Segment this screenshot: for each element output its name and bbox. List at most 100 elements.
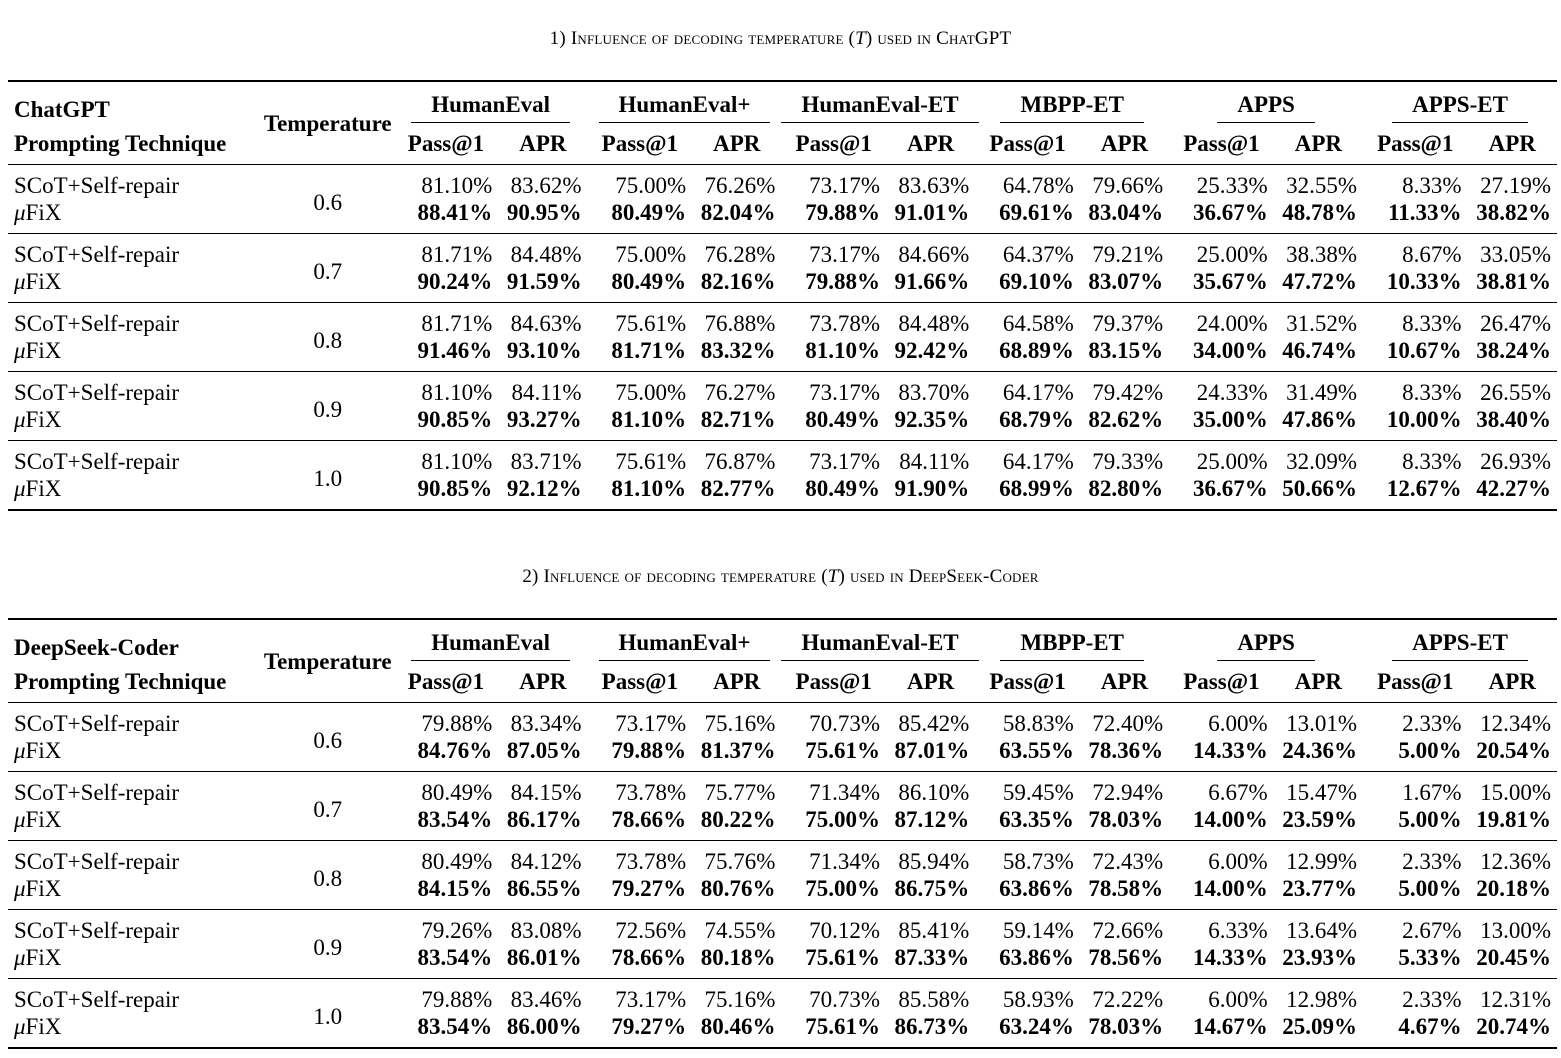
method-score-cell: 75.00% [805,876,880,901]
temperature-value: 0.6 [313,728,343,753]
baseline-score-cell: 79.42% [1092,380,1164,405]
temperature-value: 0.9 [313,397,343,422]
method-score-cell: 82.71% [700,407,776,432]
method-name-suffix: FiX [25,945,62,970]
caption-text-post: ) used in DeepSeek-Coder [838,566,1039,587]
table-row-method: μFiX 84.15% 86.55% 79.27% 80.76% 75.00% 86.75%… [8,875,1557,910]
temperature-header: Temperature [263,648,392,674]
method-score-cell: 25.09% [1282,1014,1358,1039]
table-row-baseline: SCoT+Self-repair 0.6 81.10% 83.62% 75.00% 76.… [8,164,1557,215]
benchmark-header: MBPP-ET [975,81,1169,123]
baseline-score-cell: 84.15% [510,780,582,805]
method-score-cell: 20.18% [1476,876,1551,901]
table-row-baseline: SCoT+Self-repair 1.0 81.10% 83.71% 75.61% 76.… [8,440,1557,491]
method-score-cell: 90.85% [417,407,493,432]
method-score-cell: 80.49% [805,476,880,501]
method-score-cell: 80.22% [700,807,776,832]
method-score-cell: 69.10% [999,269,1074,294]
baseline-score-cell: 32.09% [1286,449,1358,474]
metric-header-pass1: Pass@1 [407,131,485,156]
baseline-score-cell: 59.45% [1002,780,1074,805]
method-score-cell: 78.03% [1088,807,1164,832]
metric-header-pass1: Pass@1 [601,669,679,694]
method-score-cell: 42.27% [1476,476,1551,501]
results-table-deepseek: DeepSeek-Coder Temperature HumanEval HumanE… [8,618,1557,1049]
method-score-cell: 82.04% [700,200,776,225]
baseline-score-cell: 83.08% [510,918,582,943]
method-score-cell: 87.12% [894,807,970,832]
metric-header-pass1: Pass@1 [1377,669,1454,694]
method-score-cell: 79.27% [611,876,687,901]
caption-text-pre: Influence of decoding temperature ( [543,566,828,587]
table-row-method: μFiX 84.76% 87.05% 79.88% 81.37% 75.61% 87.01%… [8,737,1557,772]
benchmark-name: APPS [1217,629,1315,661]
baseline-score-cell: 83.63% [898,173,970,198]
method-score-cell: 48.78% [1282,200,1358,225]
baseline-score-cell: 76.27% [704,380,776,405]
method-score-cell: 83.04% [1088,200,1164,225]
benchmark-name: HumanEval-ET [781,91,979,123]
baseline-score-cell: 24.33% [1196,380,1268,405]
method-mu-symbol: μ [14,476,26,501]
method-score-cell: 68.79% [999,407,1074,432]
header-row-metrics: Prompting Technique Pass@1 APR Pass@1 APR Pas… [8,123,1557,165]
method-score-cell: 81.37% [700,738,776,763]
baseline-score-cell: 6.67% [1208,780,1268,805]
baseline-score-cell: 84.66% [898,242,970,267]
method-score-cell: 34.00% [1192,338,1268,363]
metric-header-apr: APR [1488,669,1536,694]
method-mu-symbol: μ [14,876,26,901]
table-row-baseline: SCoT+Self-repair 0.8 81.71% 84.63% 75.61% 76.… [8,302,1557,353]
baseline-score-cell: 12.31% [1480,987,1551,1012]
baseline-score-cell: 79.88% [421,711,493,736]
benchmark-name: APPS-ET [1392,91,1528,123]
technique-header: Prompting Technique [14,131,227,156]
method-score-cell: 92.42% [894,338,970,363]
method-score-cell: 81.10% [611,476,687,501]
method-score-cell: 14.00% [1192,807,1268,832]
method-score-cell: 83.32% [700,338,776,363]
baseline-score-cell: 2.33% [1402,711,1462,736]
caption-text-pre: Influence of decoding temperature ( [570,28,856,49]
method-mu-symbol: μ [14,338,26,363]
baseline-score-cell: 64.58% [1002,311,1074,336]
benchmark-name: MBPP-ET [1000,91,1144,123]
benchmark-name: MBPP-ET [1000,629,1144,661]
method-score-cell: 87.33% [894,945,970,970]
metric-header-apr: APR [519,131,567,156]
method-score-cell: 38.40% [1476,407,1551,432]
benchmark-header: HumanEval+ [588,81,782,123]
baseline-score-cell: 58.73% [1002,849,1074,874]
baseline-technique-name: SCoT+Self-repair [14,173,179,198]
metric-header-apr: APR [1294,669,1342,694]
baseline-score-cell: 84.11% [899,449,970,474]
baseline-score-cell: 74.55% [704,918,776,943]
baseline-score-cell: 84.11% [511,380,582,405]
baseline-score-cell: 26.55% [1480,380,1551,405]
method-score-cell: 19.81% [1476,807,1551,832]
header-row-benchmarks: ChatGPT Temperature HumanEval HumanEval+ Hum… [8,81,1557,136]
caption-number: 1) [549,28,566,49]
method-score-cell: 92.35% [894,407,970,432]
baseline-score-cell: 81.10% [421,380,493,405]
method-score-cell: 10.33% [1386,269,1462,294]
method-score-cell: 75.61% [805,1014,880,1039]
method-score-cell: 86.01% [506,945,582,970]
method-score-cell: 87.05% [506,738,582,763]
baseline-score-cell: 76.28% [704,242,776,267]
baseline-score-cell: 33.05% [1480,242,1551,267]
baseline-score-cell: 75.76% [704,849,776,874]
baseline-score-cell: 8.67% [1402,242,1462,267]
method-name-suffix: FiX [25,338,62,363]
baseline-score-cell: 13.00% [1480,918,1551,943]
baseline-score-cell: 71.34% [809,849,880,874]
metric-header-pass1: Pass@1 [407,669,485,694]
metric-header-apr: APR [713,669,761,694]
method-score-cell: 82.16% [700,269,776,294]
benchmark-header: HumanEval [394,81,588,123]
baseline-score-cell: 75.00% [615,242,687,267]
method-mu-symbol: μ [14,1014,26,1039]
metric-header-apr: APR [907,669,955,694]
baseline-score-cell: 79.26% [421,918,493,943]
baseline-score-cell: 64.78% [1002,173,1074,198]
